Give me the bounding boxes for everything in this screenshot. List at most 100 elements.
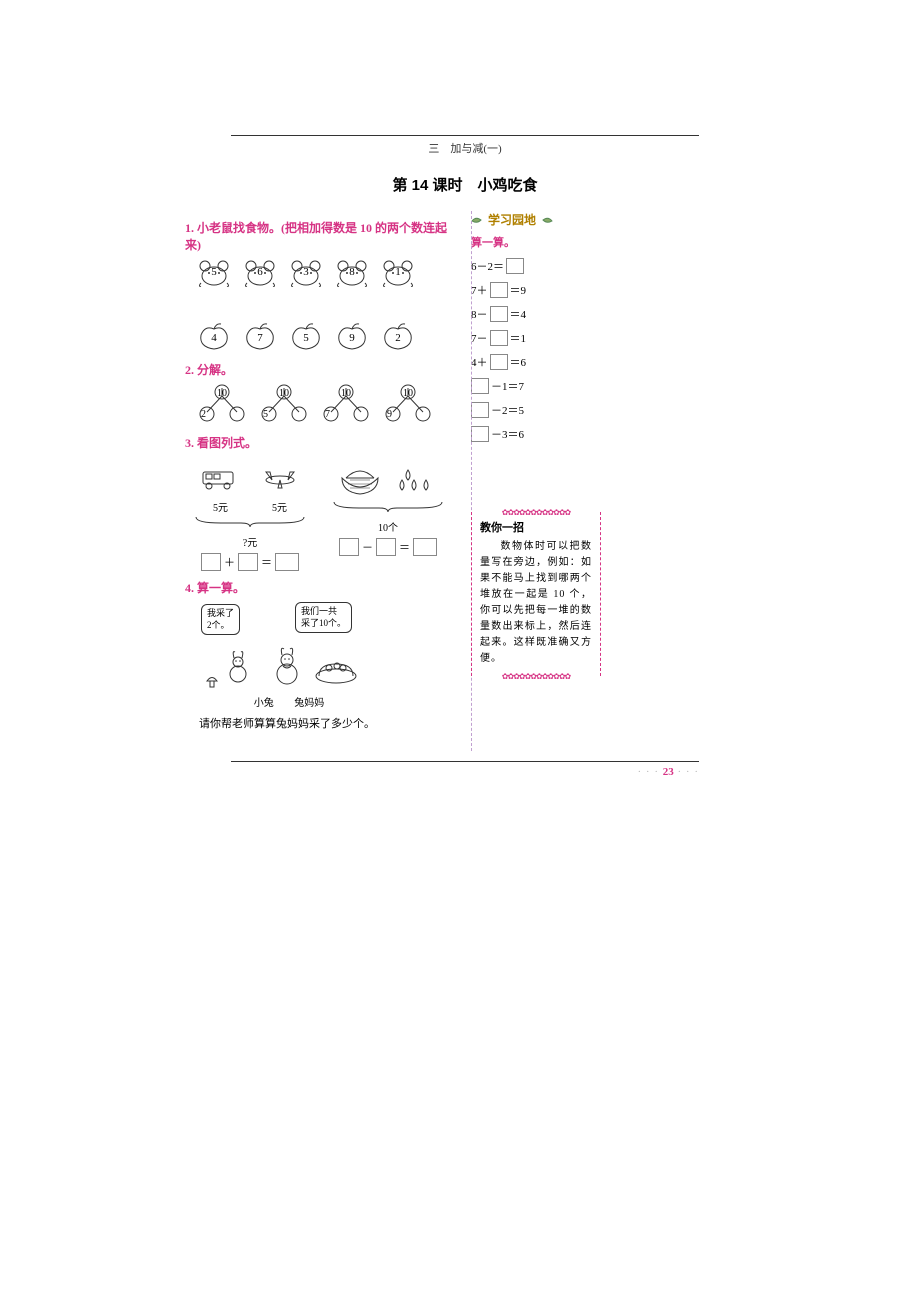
tip-title: 教你一招 [480,519,592,535]
blank-box[interactable] [413,538,437,556]
calc-line: 4＋ ＝6 [471,354,595,370]
calc-text: 4＋ [471,354,488,370]
apple-icon: 5 [287,321,325,351]
blank-box[interactable] [471,402,489,418]
q2-title: 2. 分解。 [185,361,455,378]
calc-text: 8－ [471,306,488,322]
q3-l-op: ＋ [224,554,235,570]
mushroom-icon [205,674,219,688]
mouse-icon: 8 [333,259,371,287]
q3-title: 3. 看图列式。 [185,434,455,451]
calc-text: 7＋ [471,282,488,298]
calc-line: －3＝6 [471,426,595,442]
calc-line: －1＝7 [471,378,595,394]
tip-border-decor: ✿✿✿✿✿✿✿✿✿✿✿✿ [472,508,600,516]
calc-text: 6－2＝ [471,258,504,274]
calc-line: 7＋ ＝9 [471,282,595,298]
bubble1-line1: 我采了 [207,608,234,618]
calc-line: 6－2＝ [471,258,595,274]
bus-icon [201,464,241,492]
small-rabbit-icon [223,650,253,684]
tip-body: 数物体时可以把数量写在旁边，例如：如果不能马上找到哪两个堆放在一起是 10 个，… [480,539,592,667]
blank-box[interactable] [275,553,299,571]
left-column: 1. 小老鼠找食物。(把相加得数是 10 的两个数连起来) 56381 4759… [185,211,455,731]
leaf-icon [471,215,485,225]
calc-line: －2＝5 [471,402,595,418]
top-rule [231,135,699,136]
mouse-icon: 1 [379,259,417,287]
caption-small-rabbit: 小兔 [254,694,274,709]
apple-row: 47592 [185,321,455,351]
decomposition-item: 109 [381,384,435,424]
apple-icon: 2 [379,321,417,351]
worksheet-page: 三 加与减(一) 第 14 课时 小鸡吃食 1. 小老鼠找食物。(把相加得数是 … [185,135,745,778]
blank-box[interactable] [490,306,508,322]
equals-sign: ＝ [399,539,410,555]
blank-box[interactable] [238,553,258,571]
calc-text: －1＝7 [491,378,524,394]
sidebar-title: 学习园地 [471,211,595,228]
decomposition-item: 102 [195,384,249,424]
mother-rabbit-icon [269,646,305,686]
chapter-label: 三 加与减(一) [185,140,745,156]
q3-l-label1: 5元 [213,503,228,514]
q4-scene: 我采了 2个。 我们一共 采了10个。 [199,602,379,692]
q1-title-a: 1. 小老鼠找食物。(把相加得数是 [185,221,360,235]
speech-bubble-1: 我采了 2个。 [201,604,240,635]
caption-mother-rabbit: 兔妈妈 [294,694,324,709]
mice-row: 56381 [185,259,455,287]
apple-icon: 7 [241,321,279,351]
page-dots: · · · [674,766,699,778]
tip-box: ✿✿✿✿✿✿✿✿✿✿✿✿ 教你一招 数物体时可以把数量写在旁边，例如：如果不能马… [471,512,601,676]
blank-box[interactable] [490,282,508,298]
q3-l-equation: ＋ ＝ [191,553,309,571]
brace-icon [191,515,309,527]
brace-icon [329,500,447,512]
q3-l-label2: 5元 [272,503,287,514]
sidebar-subtitle: 算一算。 [471,234,595,250]
q3-l-total: ?元 [243,538,257,549]
blank-box[interactable] [339,538,359,556]
page-number: · · · 23 · · · [231,766,699,778]
blank-box[interactable] [506,258,524,274]
apple-icon: 9 [333,321,371,351]
calc-text: ＝9 [510,282,527,298]
q1-title: 1. 小老鼠找食物。(把相加得数是 10 的两个数连起来) [185,219,455,253]
basket-icon [332,460,388,496]
q1-title-num: 10 [360,221,372,235]
mouse-icon: 5 [195,259,233,287]
q4-question: 请你帮老师算算兔妈妈采了多少个。 [199,715,455,731]
bubble2-line1: 我们一共 [301,606,337,616]
blank-box[interactable] [201,553,221,571]
decomposition-item: 107 [319,384,373,424]
sidebar-title-text: 学习园地 [488,211,536,228]
leaf-icon [539,215,553,225]
calc-text: 7－ [471,330,488,346]
calc-text: －2＝5 [491,402,524,418]
apple-icon: 4 [195,321,233,351]
blank-box[interactable] [490,354,508,370]
lesson-title: 第 14 课时 小鸡吃食 [185,174,745,195]
q3-diagrams: 5元 5元 ?元 ＋ ＝ [185,457,455,571]
blank-box[interactable] [471,426,489,442]
calc-text: ＝6 [510,354,527,370]
blank-box[interactable] [490,330,508,346]
bubble2-line2: 采了10个。 [301,618,346,628]
page-dots: · · · [638,766,663,778]
calc-text: ＝4 [510,306,527,322]
calc-line: 8－ ＝4 [471,306,595,322]
q4-title: 4. 算一算。 [185,579,455,596]
bottom-rule [231,761,699,762]
calculation-list: 6－2＝ 7＋ ＝9 8－ ＝4 7－ ＝1 4＋ ＝6 －1＝7 －2＝5 －3＝6 [471,258,595,442]
decomposition-item: 105 [257,384,311,424]
q3-r-equation: － ＝ [329,538,447,556]
blank-box[interactable] [471,378,489,394]
calc-text: ＝1 [510,330,527,346]
calc-text: －3＝6 [491,426,524,442]
mouse-icon: 6 [241,259,279,287]
tip-border-decor: ✿✿✿✿✿✿✿✿✿✿✿✿ [472,672,600,680]
peach-pile-icon [394,462,444,494]
q3-right: 10个 － ＝ [329,457,447,571]
blank-box[interactable] [376,538,396,556]
page-number-value: 23 [663,766,674,778]
